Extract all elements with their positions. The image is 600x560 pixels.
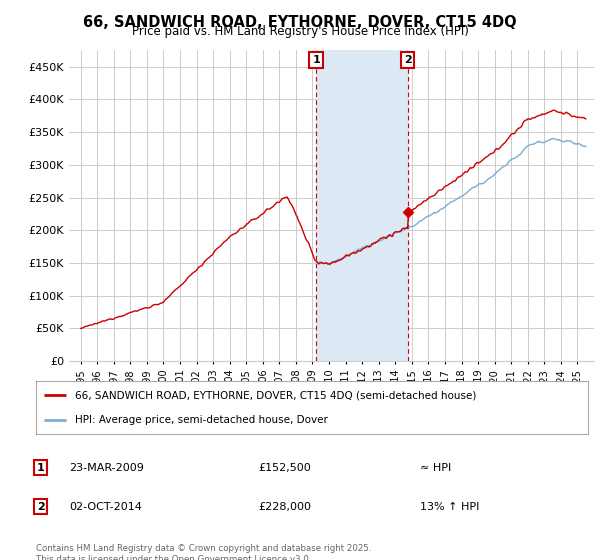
Text: ≈ HPI: ≈ HPI [420,463,451,473]
Text: £228,000: £228,000 [258,502,311,512]
Text: 02-OCT-2014: 02-OCT-2014 [69,502,142,512]
Text: Contains HM Land Registry data © Crown copyright and database right 2025.
This d: Contains HM Land Registry data © Crown c… [36,544,371,560]
Text: HPI: Average price, semi-detached house, Dover: HPI: Average price, semi-detached house,… [74,414,328,424]
Text: 66, SANDWICH ROAD, EYTHORNE, DOVER, CT15 4DQ: 66, SANDWICH ROAD, EYTHORNE, DOVER, CT15… [83,15,517,30]
Text: £152,500: £152,500 [258,463,311,473]
Text: 66, SANDWICH ROAD, EYTHORNE, DOVER, CT15 4DQ (semi-detached house): 66, SANDWICH ROAD, EYTHORNE, DOVER, CT15… [74,390,476,400]
Text: 23-MAR-2009: 23-MAR-2009 [69,463,144,473]
Bar [316,50,407,361]
Text: Price paid vs. HM Land Registry's House Price Index (HPI): Price paid vs. HM Land Registry's House … [131,25,469,38]
Text: 13% ↑ HPI: 13% ↑ HPI [420,502,479,512]
Text: 2: 2 [37,502,44,512]
Text: 1: 1 [312,55,320,65]
Text: 1: 1 [37,463,44,473]
Text: 2: 2 [404,55,412,65]
